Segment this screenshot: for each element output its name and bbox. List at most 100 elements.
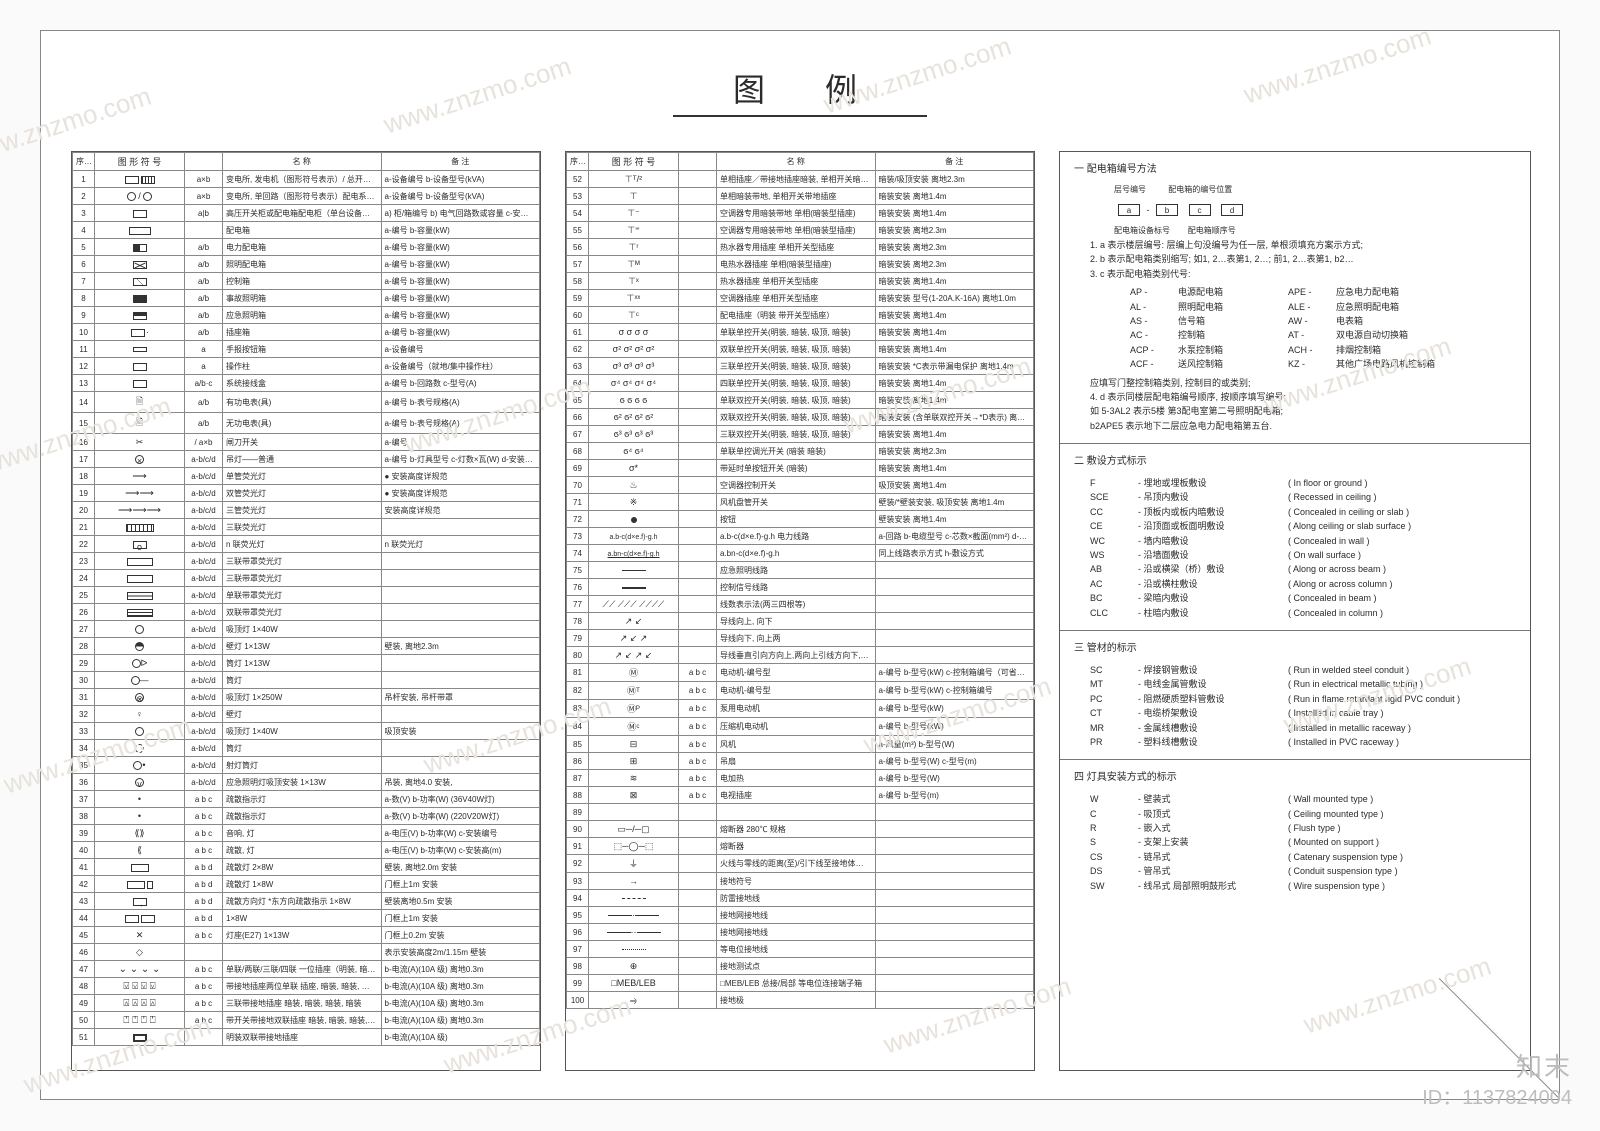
cell-note: 暗装安装 离地1.4m: [875, 426, 1034, 443]
cell-ann: a-b/c/d: [185, 740, 223, 757]
cell-symbol: →: [95, 893, 185, 910]
th-sym: 图 形 符 号: [589, 153, 679, 171]
cell-name: 线数表示法(两三四根等): [717, 596, 876, 613]
cell-note: a-编号 b-型号(W) c-型号(m): [875, 753, 1034, 770]
cell-ann: [679, 613, 717, 630]
cell-idx: 25: [73, 587, 95, 604]
th-note: 备 注: [875, 153, 1034, 171]
cell-ann: a: [185, 358, 223, 375]
table-row: 73a.b-c(d×e.f)-g.ha.b-c(d×e.f)-g.h 电力线路a…: [567, 528, 1034, 545]
cell-idx: 93: [567, 873, 589, 890]
cell-symbol: [95, 256, 185, 273]
cell-name: 电力配电箱: [223, 239, 382, 256]
note-line: 4. d 表示同楼层配电箱编号顺序, 按顺序填写编号;: [1090, 390, 1516, 404]
cell-ann: [679, 804, 717, 821]
cell-name: 导线垂直引向方向上,两向上引线方向下,引线引向下: [717, 647, 876, 664]
cell-name: 单相插座／带接地插座暗装, 单相开关暗装（暗装型插座）: [717, 171, 876, 188]
cell-idx: 14: [73, 392, 95, 413]
table-row: 60⊤ᶜ配电插座（明装 带开关型插座）暗装安装 离地1.4m: [567, 307, 1034, 324]
table-row: 44a b d 1×8W门框上1m 安装: [73, 910, 540, 927]
cell-ann: [679, 426, 717, 443]
cell-idx: 6: [73, 256, 95, 273]
cell-symbol: [95, 222, 185, 239]
cell-ann: [679, 392, 717, 409]
code-row: WC- 墙内暗敷设( Concealed in wall ): [1090, 534, 1516, 548]
cell-symbol: ⊤⁻: [589, 205, 679, 222]
cell-idx: 76: [567, 579, 589, 596]
cell-symbol: [95, 910, 185, 927]
cell-idx: 50: [73, 1012, 95, 1029]
cell-ann: [679, 579, 717, 596]
cell-note: 同上线路表示方式 h-敷设方式: [875, 545, 1034, 562]
cell-ann: a-b/c/d: [185, 757, 223, 774]
table-row: 93→接地符号: [567, 873, 1034, 890]
cell-symbol: [95, 587, 185, 604]
cell-name: 配电插座（明装 带开关型插座）: [717, 307, 876, 324]
cell-symbol: ⊞: [589, 753, 679, 770]
cell-idx: 11: [73, 341, 95, 358]
table-row: 84Ⓜᶜa b c压缩机电动机a-编号 b-型号(kW): [567, 718, 1034, 736]
cell-ann: a-b/c/d: [185, 723, 223, 740]
cell-note: [875, 958, 1034, 975]
cell-name: 三联单控开关(明装, 暗装, 吸顶, 暗装): [717, 358, 876, 375]
cell-idx: 87: [567, 770, 589, 787]
cell-symbol: [95, 1029, 185, 1046]
cell-note: a-设备编号 b-设备型号(kVA): [381, 188, 540, 205]
table-row: 32♀a-b/c/d壁灯: [73, 706, 540, 723]
table-row: 97等电位接地线: [567, 941, 1034, 958]
note-line: 2. b 表示配电箱类别缩写; 如1, 2…表第1, 2…; 前1, 2…表第1…: [1090, 252, 1516, 266]
content-columns: 序号 图 形 符 号 名 称 备 注 1a×b变电所, 发电机（图形符号表示）/…: [71, 151, 1531, 1071]
cell-name: 导线向下, 向上两: [717, 630, 876, 647]
table-row: 71※风机盘管开关壁装/*壁装安装, 吸顶安装 离地1.4m: [567, 494, 1034, 511]
table-row: 16✂/ a×b闸刀开关a-编号: [73, 434, 540, 451]
cell-idx: 5: [73, 239, 95, 256]
cell-symbol: ⟶: [95, 468, 185, 485]
cell-name: 疏散指示灯: [223, 808, 382, 825]
table-row: 100⥤接地极: [567, 992, 1034, 1009]
cell-ann: a-b/c/d: [185, 451, 223, 468]
cell-symbol: [95, 375, 185, 392]
cell-idx: 52: [567, 171, 589, 188]
table-row: 10·a/b插座箱a-编号 b-容量(kW): [73, 324, 540, 341]
cell-idx: 54: [567, 205, 589, 222]
table-row: 62σ² σ² σ² σ²双联单控开关(明装, 暗装, 吸顶, 暗装)暗装安装 …: [567, 341, 1034, 358]
cell-name: 吸顶灯 1×40W: [223, 723, 382, 740]
cell-ann: [679, 958, 717, 975]
table-row: 8a/b事故照明箱a-编号 b-容量(kW): [73, 290, 540, 307]
cell-idx: 13: [73, 375, 95, 392]
cell-idx: 32: [73, 706, 95, 723]
cell-note: 暗装安装 离地2.3m: [875, 443, 1034, 460]
cell-note: a-编号 b-容量(kW): [381, 307, 540, 324]
cell-ann: [679, 239, 717, 256]
code-row: R- 嵌入式( Flush type ): [1090, 821, 1516, 835]
cell-symbol: /: [95, 188, 185, 205]
cell-symbol: a.bn-c(d×e.f)-g.h: [589, 545, 679, 562]
cell-idx: 45: [73, 927, 95, 944]
cell-symbol: σ³ σ³ σ³ σ³: [589, 358, 679, 375]
cell-note: n 联荧光灯: [381, 536, 540, 553]
cell-ann: a b c: [185, 1012, 223, 1029]
table-row: 12a操作柱a-设备编号（就地/集中操作柱）: [73, 358, 540, 375]
cell-name: 三联荧光灯: [223, 519, 382, 536]
cell-symbol: Ⓜᴾ: [589, 700, 679, 718]
table-row: 99□MEB/LEB□MEB/LEB 总接/局部 等电位连接端子箱: [567, 975, 1034, 992]
legend-table-2: 序号 图 形 符 号 名 称 备 注 52⊤ᵀ/²单相插座／带接地插座暗装, 单…: [566, 152, 1034, 1009]
table-row: 86⊞a b c吊扇a-编号 b-型号(W) c-型号(m): [567, 753, 1034, 770]
cell-symbol: Ⓜᵀ: [589, 682, 679, 700]
code-row: SCE- 吊顶内敷设( Recessed in ceiling ): [1090, 490, 1516, 504]
cell-symbol: [95, 604, 185, 621]
cell-name: [717, 804, 876, 821]
th-idx: 序号: [73, 153, 95, 171]
cell-name: 筒灯 1×13W: [223, 655, 382, 672]
sec2-h: 二 敷设方式标示: [1074, 454, 1516, 470]
cell-name: 筒灯: [223, 740, 382, 757]
cell-note: 暗装安装 离地1.4m: [875, 273, 1034, 290]
cell-idx: 56: [567, 239, 589, 256]
cell-note: [875, 890, 1034, 907]
cell-symbol: ⍞ ⍞ ⍞ ⍞: [95, 1012, 185, 1029]
table-row: 22oa-b/c/dn 联荧光灯n 联荧光灯: [73, 536, 540, 553]
table-row: 40⟪a b c疏散, 灯a-电压(V) b-功率(W) c-安装高(m): [73, 842, 540, 859]
table-row: 5a/b电力配电箱a-编号 b-容量(kW): [73, 239, 540, 256]
cell-name: 压缩机电动机: [717, 718, 876, 736]
cell-name: 事故照明箱: [223, 290, 382, 307]
